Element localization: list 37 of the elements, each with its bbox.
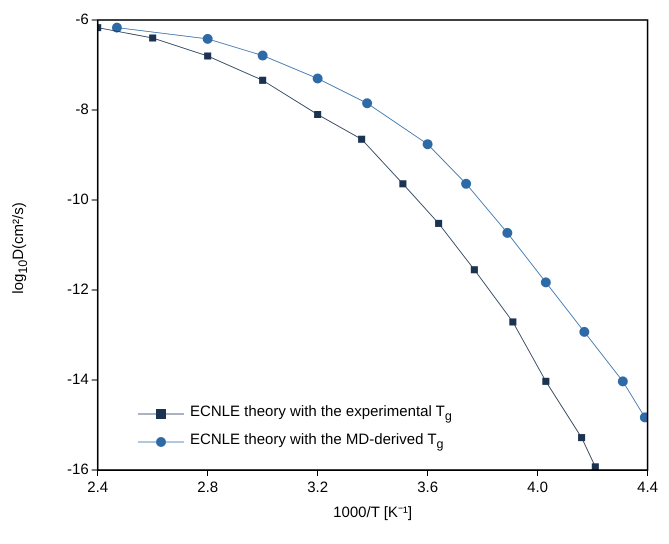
point [204,52,212,60]
point [578,434,586,442]
x-axis-title: 1000/T [K⁻¹] [333,504,412,522]
point [202,34,213,44]
x-tick-label: 3.2 [307,479,328,496]
point [312,74,323,84]
y-tick-label: -16 [66,461,89,478]
x-tick-label: 3.6 [417,479,438,496]
y-tick-label: -14 [66,371,89,388]
point [461,178,472,189]
y-tick-label: -12 [66,281,89,298]
y-tick-label: -6 [75,11,89,28]
point [258,50,268,61]
x-tick-label: 2.8 [197,479,218,496]
x-tick-label: 4.0 [527,479,548,496]
point [422,139,433,150]
point [362,98,372,108]
x-tick-label: 2.4 [87,479,108,496]
legend-label: ECNLE theory with the experimental T$_{g}$ [190,402,452,425]
point [540,277,551,288]
point [509,318,516,326]
x-tick-label: 4.4 [637,479,658,496]
legend-label: ECNLE theory with the MD-derived T$_{g}$ [190,430,444,453]
point [399,180,406,188]
point [259,76,266,84]
point [579,326,590,337]
point [542,378,550,385]
point [112,22,122,33]
point [314,110,322,118]
point [358,136,366,143]
point [470,266,478,274]
point [149,34,156,42]
y-tick-label: -8 [75,101,89,118]
point [618,376,628,386]
point [435,220,442,227]
y-tick-label: -10 [66,191,89,208]
point [502,228,512,238]
